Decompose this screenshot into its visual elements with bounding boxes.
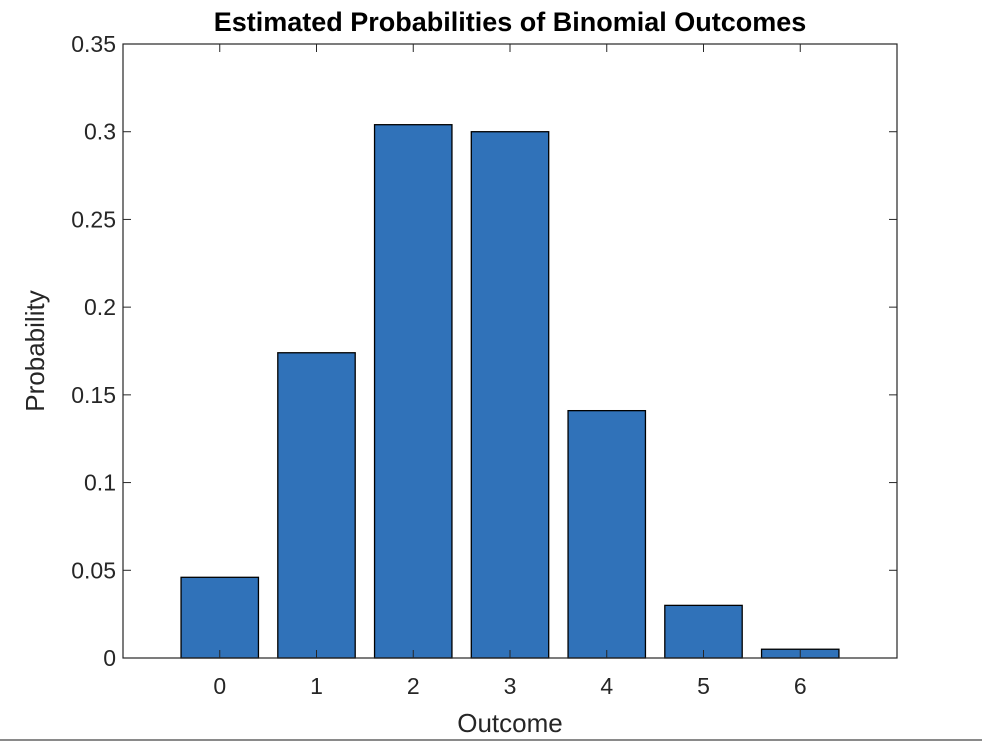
y-tick-label: 0.35 <box>71 31 116 57</box>
bar-5 <box>664 604 743 659</box>
y-tick-label: 0.1 <box>84 470 116 496</box>
x-tick-label: 2 <box>407 673 420 699</box>
plot-area: 0 0.05 0.1 0.15 0.2 0.25 0.3 0.35 0 1 2 3 4 5 6 <box>71 31 898 699</box>
x-tick-label: 0 <box>213 673 226 699</box>
x-axis-label: Outcome <box>457 708 563 738</box>
x-tick-label: 3 <box>504 673 517 699</box>
x-tick-label: 5 <box>697 673 710 699</box>
bar-4 <box>567 409 647 659</box>
y-tick-label: 0.25 <box>71 206 116 232</box>
chart-title: Estimated Probabilities of Binomial Outc… <box>214 7 807 37</box>
window-bottom-border <box>0 739 982 741</box>
y-tick-label: 0.15 <box>71 382 116 408</box>
bar-2 <box>373 124 453 659</box>
x-tick-label: 1 <box>310 673 323 699</box>
y-tick-label: 0.3 <box>84 119 116 145</box>
y-axis-label: Probability <box>20 290 50 411</box>
x-tick-label: 6 <box>794 673 807 699</box>
bar-0 <box>180 576 260 659</box>
bar-3 <box>470 131 550 659</box>
bar-1 <box>277 352 356 659</box>
y-tick-label: 0 <box>103 645 116 671</box>
y-tick-label: 0.2 <box>84 294 116 320</box>
y-tick-label: 0.05 <box>71 557 116 583</box>
x-tick-label: 4 <box>600 673 613 699</box>
